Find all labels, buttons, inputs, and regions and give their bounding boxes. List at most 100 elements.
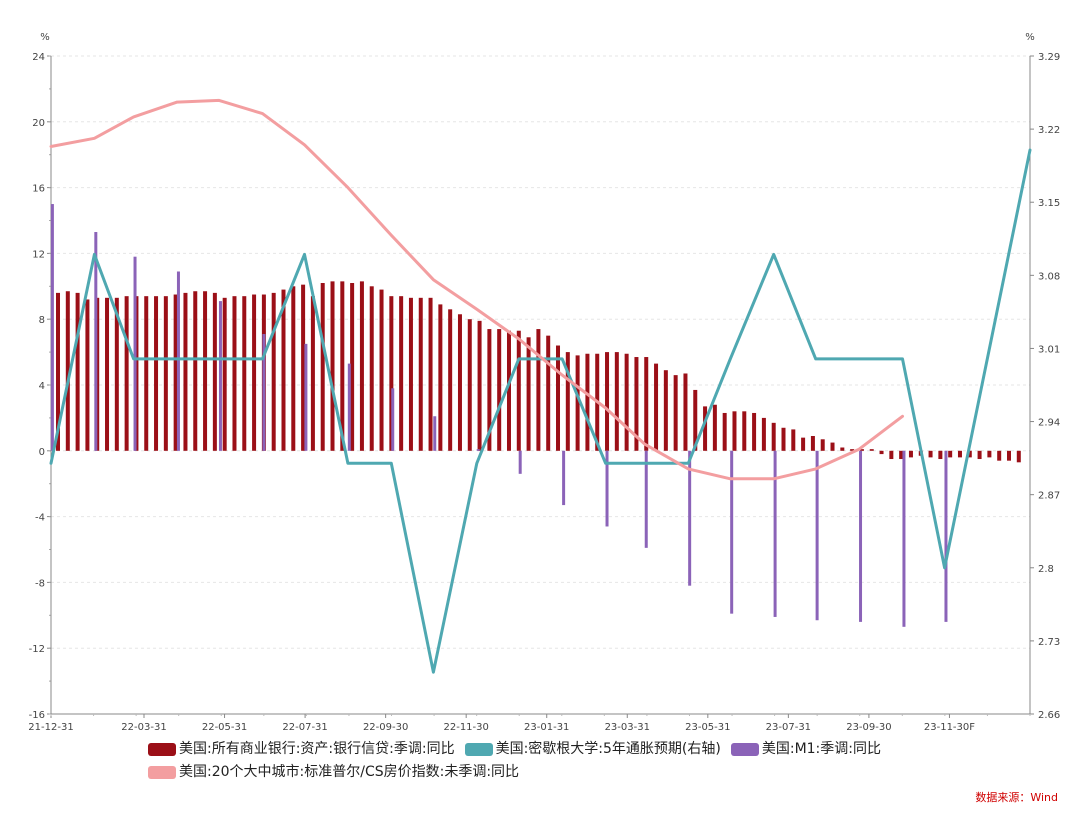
bank-credit-bar <box>683 373 688 451</box>
bank-credit-bar <box>232 296 237 451</box>
bank-credit-bar <box>820 439 825 451</box>
right-tick-label: 2.8 <box>1038 564 1054 575</box>
bank-credit-bar <box>879 450 884 455</box>
bank-credit-bar <box>105 297 110 451</box>
bank-credit-bar <box>350 283 355 451</box>
bank-credit-bar <box>585 353 590 451</box>
bank-credit-bar <box>85 299 90 451</box>
m1-bar <box>562 450 566 506</box>
right-tick-label: 3.01 <box>1038 344 1060 355</box>
x-tick-label: 23-09-30 <box>846 722 891 733</box>
bank-credit-bar <box>271 292 276 451</box>
left-tick-label: -16 <box>29 710 45 721</box>
bank-credit-bar <box>742 411 747 451</box>
m1-bar <box>730 450 734 614</box>
bank-credit-bar <box>605 352 610 451</box>
x-tick-label: 22-09-30 <box>363 722 408 733</box>
bank-credit-bar <box>830 442 835 451</box>
bank-credit-bar <box>546 335 551 451</box>
bank-credit-bar <box>869 449 874 451</box>
legend-item: 美国:M1:季调:同比 <box>730 738 881 761</box>
legend-label: 美国:20个大中城市:标准普尔/CS房价指数:未季调:同比 <box>179 764 520 780</box>
bank-credit-bar <box>467 319 472 451</box>
m1-bar <box>518 450 522 474</box>
bank-credit-bar <box>320 283 325 451</box>
legend-row: 美国:20个大中城市:标准普尔/CS房价指数:未季调:同比 <box>148 761 968 784</box>
bank-credit-bar <box>438 304 443 451</box>
inflation-expectation-line <box>49 148 1032 674</box>
bank-credit-bar <box>948 450 953 458</box>
x-tick-label: 22-11-30 <box>443 722 488 733</box>
bank-credit-bar <box>506 330 511 451</box>
bank-credit-bar <box>369 286 374 451</box>
bank-credit-bar <box>967 450 972 458</box>
m1-bar <box>50 204 54 451</box>
m1-bar <box>347 363 351 451</box>
m1-bar <box>688 450 692 586</box>
right-tick-label: 2.66 <box>1038 710 1060 721</box>
bank-credit-bar <box>183 292 188 451</box>
legend-swatch <box>464 743 493 756</box>
series-lines <box>49 98 1032 674</box>
bank-credit-bar <box>301 284 306 451</box>
bank-credit-bar <box>997 450 1002 461</box>
x-tick-label: 22-05-31 <box>202 722 247 733</box>
m1-bar <box>859 450 863 622</box>
m1-bars <box>50 204 948 627</box>
bank-credit-bar <box>428 297 433 451</box>
bank-credit-bar <box>399 296 404 451</box>
bank-credit-bar <box>899 450 904 460</box>
m1-bar <box>605 450 609 527</box>
m1-bar <box>391 388 395 451</box>
legend-item: 美国:20个大中城市:标准普尔/CS房价指数:未季调:同比 <box>148 761 519 784</box>
right-tick-label: 2.87 <box>1038 491 1060 502</box>
bank-credit-bar <box>154 296 159 451</box>
m1-bar <box>944 450 948 622</box>
m1-bar <box>176 271 180 451</box>
data-source: 数据来源：Wind <box>975 791 1058 804</box>
x-tick-label: 23-01-31 <box>524 722 569 733</box>
right-tick-label: 3.08 <box>1038 271 1060 282</box>
legend: 美国:所有商业银行:资产:银行信贷:季调:同比 美国:密歇根大学:5年通胀预期(右… <box>148 738 968 784</box>
left-tick-label: 20 <box>32 118 45 129</box>
right-tick-label: 3.29 <box>1038 52 1060 63</box>
bank-credit-bar <box>379 289 384 451</box>
m1-bar <box>218 301 222 451</box>
left-axis-unit: % <box>40 32 50 43</box>
gridlines <box>51 55 1030 715</box>
right-tick-label: 2.94 <box>1038 418 1060 429</box>
bank-credit-bar <box>565 352 570 451</box>
left-tick-label: -4 <box>35 513 45 524</box>
bank-credit-bar <box>526 337 531 451</box>
bank-credit-bar <box>850 449 855 451</box>
m1-bar <box>433 416 437 451</box>
legend-label: 美国:M1:季调:同比 <box>761 741 881 757</box>
bank-credit-bar <box>222 297 227 451</box>
bank-credit-bar <box>712 404 717 451</box>
bank-credit-bar <box>624 353 629 451</box>
x-tick-label: 23-03-31 <box>605 722 650 733</box>
bank-credit-bar <box>634 357 639 451</box>
bank-credit-bar <box>556 345 561 451</box>
bank-credit-bar <box>359 281 364 451</box>
bank-credit-bar <box>840 447 845 451</box>
legend-item: 美国:密歇根大学:5年通胀预期(右轴) <box>464 738 721 761</box>
bank-credit-bar <box>703 406 708 451</box>
x-tick-label: 23-11-30F <box>924 722 975 733</box>
bank-credit-bar <box>957 450 962 458</box>
legend-swatch <box>148 743 176 756</box>
bank-credit-bar <box>65 291 70 451</box>
tick-labels: -16 -12 -8 -4 0 4 8 12 16 20 24 2.66 2.73 2.8 2.87 2.94… <box>28 32 1060 733</box>
bank-credit-bar <box>801 437 806 451</box>
bank-credit-bar <box>859 449 864 451</box>
bank-credit-bar <box>418 297 423 451</box>
m1-bar <box>476 449 480 451</box>
bank-credit-bar <box>928 450 933 458</box>
legend-swatch <box>730 743 759 756</box>
bank-credit-bar <box>810 435 815 451</box>
m1-bar <box>304 343 308 451</box>
bank-credit-bar <box>761 417 766 451</box>
bank-credit-bar <box>448 309 453 451</box>
bank-credit-bar <box>654 363 659 451</box>
